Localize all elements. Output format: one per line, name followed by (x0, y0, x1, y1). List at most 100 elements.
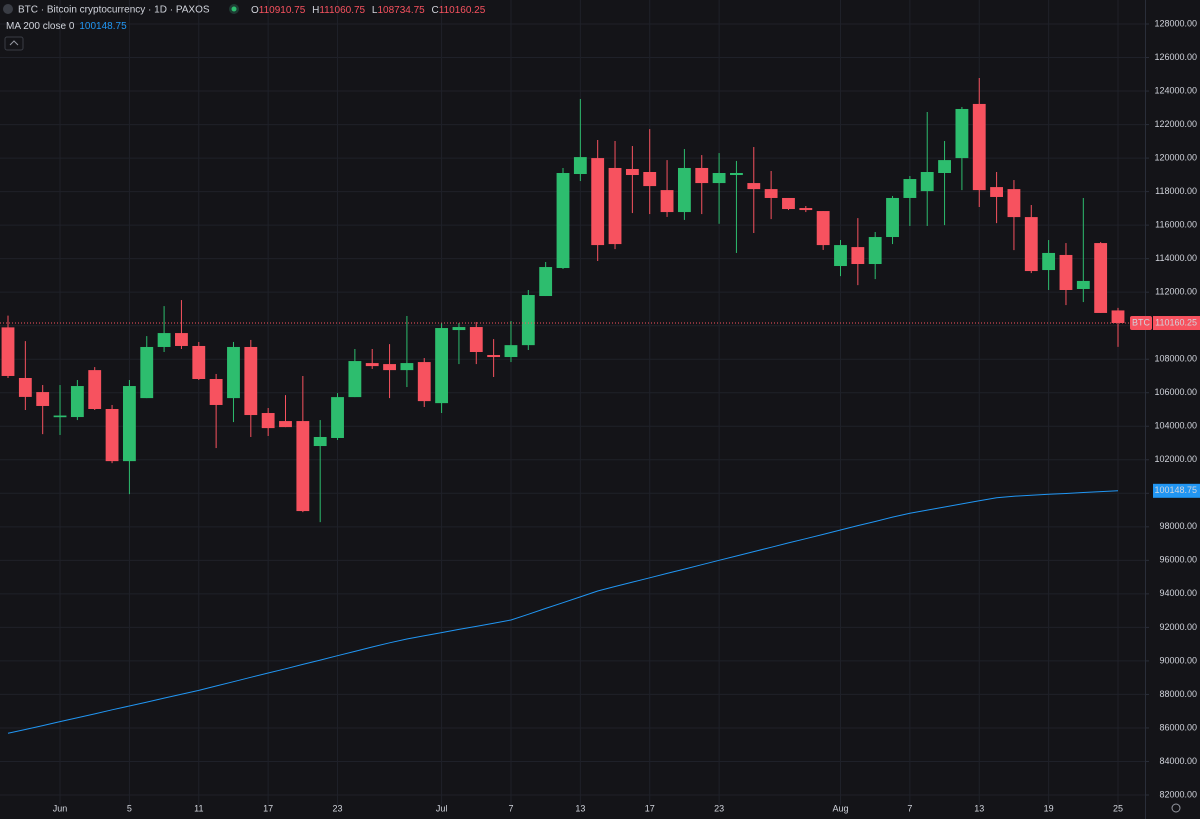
ohlc-letter: L (372, 5, 378, 16)
candle-body (383, 364, 396, 371)
x-tick-label: 7 (508, 803, 513, 813)
candle-body (36, 392, 50, 406)
y-tick-label: 102000.00 (1154, 454, 1197, 464)
candle-body (695, 167, 709, 184)
candle-body (279, 421, 292, 428)
candle-body (677, 167, 691, 213)
candle-body (487, 355, 501, 358)
candle-body (209, 378, 223, 405)
x-tick-label: Aug (832, 803, 848, 813)
candle-body (1111, 310, 1125, 324)
candle-body (331, 397, 344, 438)
candle-body (400, 363, 414, 371)
candle-body (452, 327, 466, 331)
y-tick-label: 114000.00 (1155, 253, 1197, 263)
last-price-label: 110160.25 (1155, 317, 1197, 327)
ma-value: 100148.75 (79, 21, 127, 32)
symbol-tag-box (1130, 316, 1152, 331)
candle-body (938, 160, 951, 174)
candle-body (521, 295, 535, 346)
market-status-dot (231, 6, 237, 12)
y-tick-label: 104000.00 (1154, 421, 1197, 431)
candle-body (313, 436, 327, 447)
ohlc-legend: O110910.75 H111060.75 L108734.75 C110160… (251, 5, 486, 16)
y-tick-label: 126000.00 (1154, 52, 1197, 62)
candle-body (1076, 280, 1090, 289)
collapse-icon (9, 40, 19, 46)
candle-body (851, 247, 865, 265)
y-tick-label: 128000.00 (1154, 18, 1197, 28)
candle-body (955, 108, 969, 159)
candle-body (764, 189, 778, 198)
candle-body (365, 363, 379, 367)
last-price-box (1153, 316, 1200, 331)
ohlc-letter: O (251, 5, 259, 16)
ma-line (7, 490, 1119, 734)
settings-icon[interactable] (1171, 803, 1181, 813)
symbol-tag: BTC (1132, 317, 1151, 327)
candle-body (990, 187, 1004, 197)
candle-body (140, 346, 154, 399)
candle-body (122, 386, 136, 462)
candle-body (1024, 217, 1038, 272)
x-tick-label: 23 (714, 803, 724, 813)
candle-body (816, 211, 830, 246)
candle-body (157, 333, 171, 347)
ohlc-value: 110910.75 (259, 5, 306, 16)
candle-body (1059, 254, 1073, 290)
candle-body (712, 173, 726, 184)
y-tick-label: 116000.00 (1155, 220, 1197, 230)
candle-body (747, 183, 761, 190)
collapse-button[interactable] (4, 36, 24, 51)
candle-body (244, 346, 258, 416)
x-tick-label: 13 (974, 803, 984, 813)
ohlc-letter: C (432, 5, 439, 16)
candle-body (227, 346, 240, 399)
y-tick-label: 86000.00 (1159, 722, 1197, 732)
candle-body (573, 157, 587, 175)
ohlc-value: 110160.25 (439, 5, 486, 16)
ma-legend: MA 200 close 0 100148.75 (6, 21, 127, 32)
x-tick-label: Jun (53, 803, 68, 813)
candle-body (730, 173, 743, 176)
y-tick-label: 108000.00 (1154, 354, 1197, 364)
candle-body (972, 103, 986, 191)
y-tick-label: 90000.00 (1159, 655, 1197, 665)
y-tick-label: 82000.00 (1159, 789, 1197, 799)
candle-body (192, 345, 206, 379)
x-tick-label: Jul (436, 803, 448, 813)
x-axis: Jun 5 11 17 23 Jul 7 13 17 23 Aug 7 13 19 25 (53, 803, 1123, 813)
candle-body (1007, 189, 1021, 218)
x-tick-label: 23 (333, 803, 343, 813)
chart-title: BTC · Bitcoin cryptocurrency · 1D · PAXO… (18, 5, 210, 16)
y-tick-label: 106000.00 (1154, 387, 1197, 397)
candle-body (88, 370, 102, 409)
candle-body (799, 208, 813, 211)
candle-body (261, 413, 275, 429)
ohlc-value: 108734.75 (377, 5, 425, 16)
x-tick-label: 25 (1113, 803, 1123, 813)
y-tick-label: 84000.00 (1159, 756, 1197, 766)
y-tick-label: 98000.00 (1159, 521, 1197, 531)
y-axis: 82000.00 84000.00 86000.00 88000.00 90000.00… (1130, 18, 1200, 799)
candle-body (1042, 252, 1056, 271)
candle-body (504, 345, 518, 358)
candle-body (469, 327, 483, 353)
ohlc-letter: H (312, 5, 319, 16)
y-tick-label: 120000.00 (1154, 152, 1197, 162)
y-tick-label: 124000.00 (1154, 85, 1197, 95)
y-tick-label: 122000.00 (1154, 119, 1197, 129)
candle-body (920, 171, 934, 192)
candle-body (625, 168, 639, 176)
ma-price-label: 100148.75 (1154, 485, 1197, 495)
candle-body (608, 167, 622, 245)
candle-body (556, 173, 570, 269)
y-tick-label: 118000.00 (1155, 186, 1197, 196)
y-tick-label: 88000.00 (1159, 689, 1197, 699)
candle-body (1094, 243, 1108, 313)
candle-body (70, 386, 84, 418)
x-tick-label: 13 (575, 803, 585, 813)
ma-name: MA 200 close 0 (6, 21, 75, 32)
